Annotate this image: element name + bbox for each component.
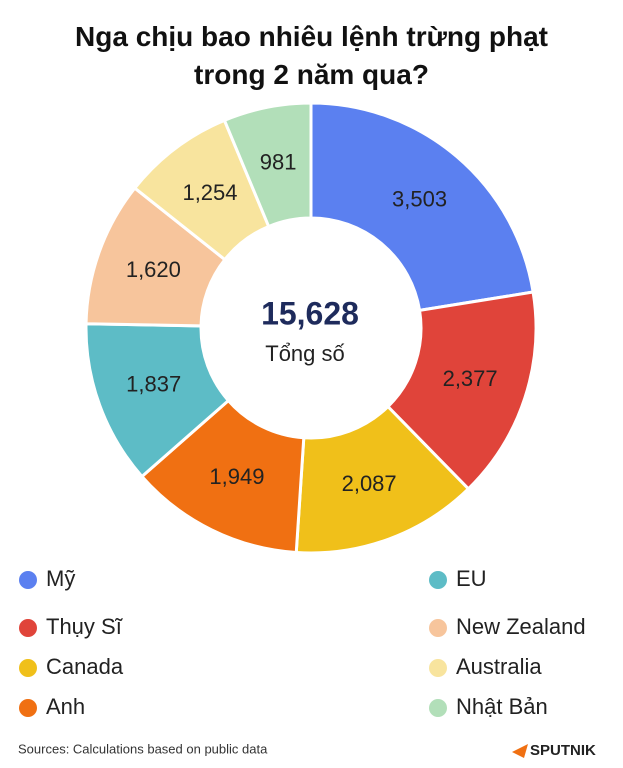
source: Sources: Calculations based on public da… — [18, 741, 268, 756]
logo-icon — [512, 744, 528, 758]
donut-segment — [139, 398, 306, 555]
legend-marker — [19, 571, 37, 589]
legend-label: Australia — [456, 654, 542, 679]
data-label: 981 — [260, 150, 297, 175]
legend-marker — [429, 699, 447, 717]
legend-marker — [19, 619, 37, 637]
legend-label: Canada — [46, 654, 124, 679]
legend-label: New Zealand — [456, 614, 586, 639]
logo: SPUTNIK — [530, 742, 596, 759]
data-label: 1,620 — [126, 257, 181, 282]
data-label: 3,503 — [392, 186, 447, 211]
legend-marker — [429, 659, 447, 677]
center-value: 15,628 — [261, 295, 359, 331]
center-label: Tổng số — [265, 341, 345, 366]
legend-label: EU — [456, 566, 487, 591]
donut-segment — [222, 101, 313, 229]
data-label: 1,837 — [126, 371, 181, 396]
legend-label: Anh — [46, 694, 85, 719]
data-label: 1,949 — [209, 464, 264, 489]
legend-marker — [19, 659, 37, 677]
data-label: 2,087 — [342, 471, 397, 496]
data-label: 2,377 — [443, 366, 498, 391]
legend-marker — [19, 699, 37, 717]
legend-label: Thụy Sĩ — [46, 614, 123, 639]
data-label: 1,254 — [182, 180, 237, 205]
donut-segment — [309, 101, 535, 313]
legend-label: Nhật Bản — [456, 694, 548, 719]
legend-marker — [429, 619, 447, 637]
donut-segment — [385, 290, 538, 491]
legend-label: Mỹ — [46, 566, 75, 591]
donut-segment — [294, 404, 471, 555]
legend-marker — [429, 571, 447, 589]
chart-title: Nga chịu bao nhiêu lệnh trừng phạt trong… — [75, 21, 548, 90]
